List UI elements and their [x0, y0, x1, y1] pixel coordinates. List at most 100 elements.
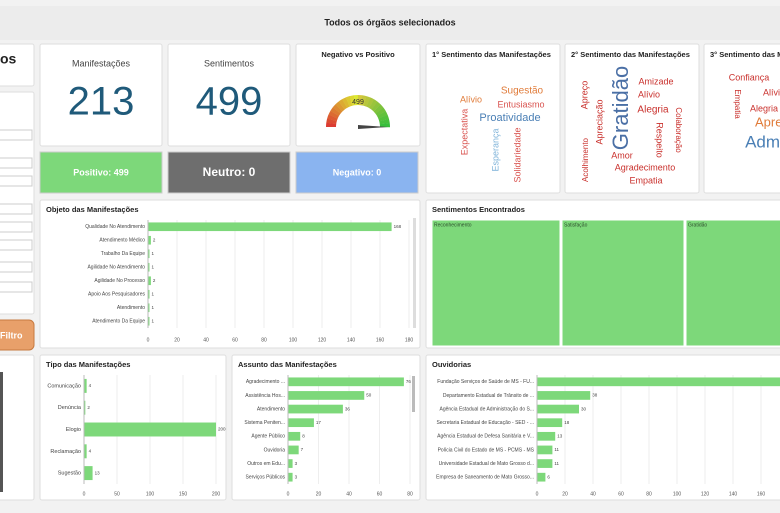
value-label: 1 — [151, 251, 154, 256]
chart-title: Ouvidorias — [432, 360, 471, 369]
y-tick-label: Sistema Peniten... — [244, 420, 285, 426]
gauge-arc — [342, 97, 350, 108]
y-tick-label: Serviços Públicos — [246, 475, 286, 481]
bar — [288, 404, 343, 414]
x-tick-label: 100 — [673, 491, 682, 497]
panel — [703, 43, 780, 194]
filter-input — [0, 239, 33, 251]
y-tick-label: Assistência Hos... — [245, 393, 285, 399]
kpi-label: Sentimentos — [204, 58, 255, 68]
word: Agradecimento — [615, 162, 676, 172]
filter-input — [0, 221, 33, 233]
gauge-arc — [338, 99, 348, 110]
word: Entusiasmo — [497, 99, 544, 109]
x-tick-label: 100 — [146, 491, 155, 497]
summary-box — [295, 151, 419, 194]
bar — [537, 472, 546, 482]
treemap-label: Gratidão — [688, 222, 707, 228]
bar — [288, 459, 293, 468]
word: Apreciação — [594, 99, 604, 144]
bar — [537, 377, 780, 387]
x-tick-label: 40 — [346, 491, 352, 497]
scrollbar[interactable] — [413, 218, 416, 328]
bar — [288, 431, 301, 441]
gauge-arc — [379, 118, 390, 125]
y-tick-label: Qualidade No Atendimento — [85, 224, 145, 230]
value-label: 76 — [406, 379, 412, 384]
x-tick-label: 0 — [287, 491, 290, 497]
value-label: 3 — [295, 461, 298, 466]
chart-title: Tipo das Manifestações — [46, 360, 130, 369]
word: Amor — [611, 150, 633, 160]
y-tick-label: Atendimento Da Equipe — [92, 319, 145, 325]
value-label: 17 — [316, 420, 322, 425]
y-tick-label: Atendimento — [257, 406, 285, 412]
x-tick-label: 80 — [407, 491, 413, 497]
scrollbar[interactable] — [412, 376, 415, 412]
x-tick-label: 40 — [590, 491, 596, 497]
x-tick-label: 120 — [318, 337, 327, 343]
filter-input — [0, 175, 33, 187]
word: Colaboração — [674, 107, 683, 153]
y-tick-label: Reclamação — [50, 449, 81, 455]
value-label: 2 — [153, 237, 156, 242]
word: Alegria — [750, 103, 778, 113]
word: Aprec — [755, 114, 780, 129]
gauge-arc — [371, 101, 381, 112]
panel — [0, 354, 35, 501]
treemap-label: Reconhecimento — [434, 222, 472, 228]
chart-title: Assunto das Manifestações — [238, 360, 337, 369]
x-tick-label: 80 — [261, 337, 267, 343]
value-label: 1 — [151, 305, 154, 310]
y-tick-label: Elogio — [66, 427, 81, 433]
x-tick-label: 0 — [147, 337, 150, 343]
header-bar — [0, 6, 780, 40]
word: Admira — [745, 132, 780, 151]
filter-button-label: Filtro — [0, 330, 23, 340]
value-label: 1 — [151, 318, 154, 323]
gauge-arc — [335, 101, 345, 112]
value-label: 4 — [89, 383, 92, 388]
word: Sugestão — [501, 86, 544, 97]
y-tick-label: Comunicação — [47, 383, 81, 389]
value-label: 36 — [345, 406, 351, 411]
filter-button[interactable] — [0, 319, 35, 351]
y-tick-label: Agente Público — [251, 434, 285, 440]
bar — [148, 303, 150, 313]
value-label: 1 — [151, 291, 154, 296]
bar — [537, 445, 553, 455]
y-tick-label: Trabalho Da Equipe — [101, 251, 146, 257]
value-label: 50 — [366, 393, 372, 398]
x-tick-label: 80 — [646, 491, 652, 497]
y-tick-label: Secretaria Estadual de Educação - SED - … — [436, 420, 534, 426]
header-title: Todos os órgãos selecionados — [324, 17, 455, 27]
gauge-arc — [330, 107, 341, 116]
value-label: 13 — [557, 434, 563, 439]
bar — [288, 445, 299, 455]
word: Confiança — [729, 72, 770, 82]
filter-input — [0, 281, 33, 293]
x-tick-label: 160 — [376, 337, 385, 343]
word: Alívio — [460, 94, 482, 104]
gauge-arc — [326, 118, 337, 125]
bar — [288, 472, 293, 482]
word: Apreço — [579, 81, 589, 110]
bar — [537, 404, 579, 414]
value-label: 11 — [554, 461, 559, 466]
y-tick-label: Apoio Aos Pesquisadores — [88, 292, 145, 298]
kpi-value: 213 — [68, 80, 135, 124]
value-label: 7 — [301, 447, 304, 452]
word: Expectativa — [459, 109, 469, 156]
gauge-arc — [363, 96, 371, 107]
word: Empatia — [629, 175, 662, 185]
panel — [231, 354, 421, 501]
word: Alívio — [638, 89, 660, 99]
value-label: 1 — [151, 264, 154, 269]
bar — [537, 459, 553, 468]
sidebar-title: os — [0, 51, 17, 67]
word: Acolhimento — [581, 137, 590, 182]
x-tick-label: 60 — [377, 491, 383, 497]
word: Esperança — [490, 128, 500, 171]
gauge-arc — [375, 107, 386, 117]
